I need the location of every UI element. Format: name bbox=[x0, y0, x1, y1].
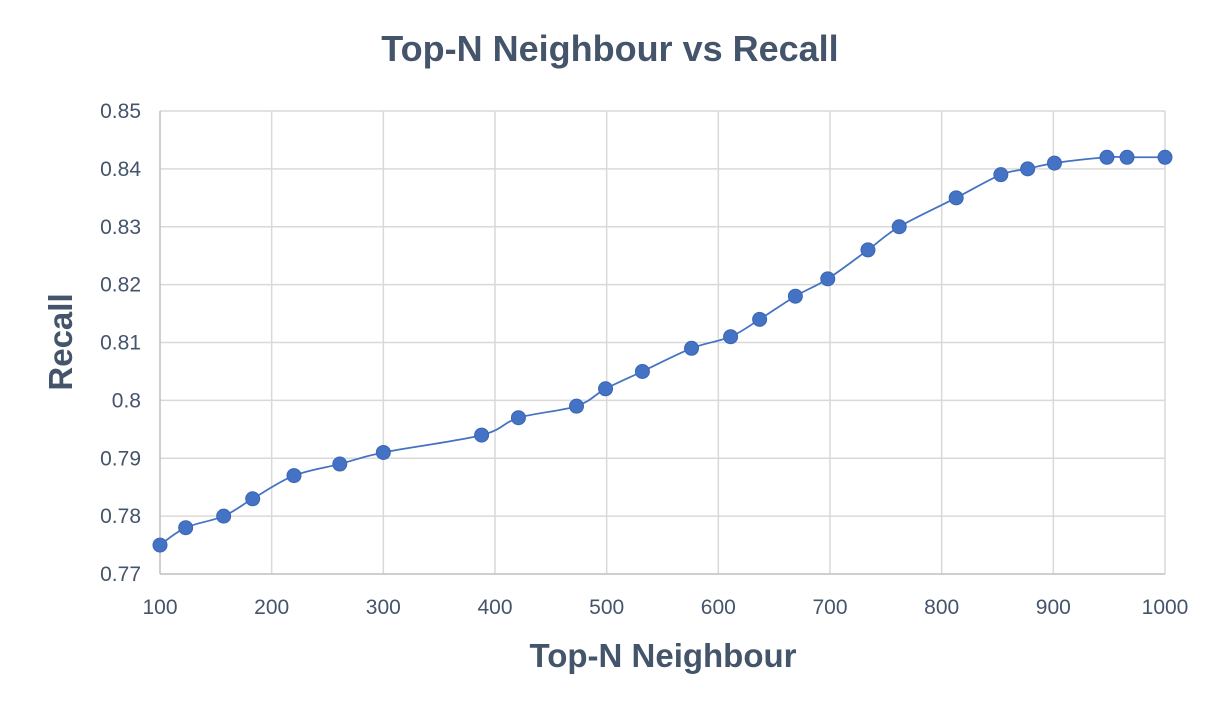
tick-labels: 0.77 0.78 0.79 0.8 0.81 0.82 0.83 0.84 0.85 100 20… bbox=[100, 100, 1188, 619]
chart-title: Top-N Neighbour vs Recall bbox=[381, 28, 838, 69]
data-point bbox=[891, 219, 907, 235]
x-tick-label: 1000 bbox=[1142, 596, 1189, 619]
x-tick-label: 100 bbox=[142, 596, 177, 619]
x-tick-label: 300 bbox=[366, 596, 401, 619]
x-tick-label: 400 bbox=[477, 596, 512, 619]
y-tick-label: 0.77 bbox=[100, 563, 141, 586]
x-tick-label: 500 bbox=[589, 596, 624, 619]
x-tick-label: 200 bbox=[254, 596, 289, 619]
y-tick-label: 0.82 bbox=[100, 274, 141, 297]
data-point bbox=[948, 190, 964, 206]
x-tick-label: 600 bbox=[701, 596, 736, 619]
data-point bbox=[787, 288, 803, 304]
x-axis-title: Top-N Neighbour bbox=[530, 637, 797, 674]
x-tick-label: 700 bbox=[812, 596, 847, 619]
data-point bbox=[178, 520, 194, 536]
data-point bbox=[1099, 149, 1115, 165]
data-point bbox=[1020, 161, 1036, 177]
data-point bbox=[569, 398, 585, 414]
y-tick-label: 0.8 bbox=[112, 389, 141, 412]
data-point bbox=[598, 381, 614, 397]
data-point bbox=[634, 363, 650, 379]
data-point bbox=[1119, 149, 1135, 165]
y-tick-label: 0.83 bbox=[100, 216, 141, 239]
y-tick-label: 0.79 bbox=[100, 447, 141, 470]
data-point bbox=[860, 242, 876, 258]
x-tick-label: 800 bbox=[924, 596, 959, 619]
gridlines bbox=[160, 110, 1166, 574]
data-point bbox=[684, 340, 700, 356]
data-point bbox=[510, 410, 526, 426]
data-point bbox=[216, 508, 232, 524]
data-point bbox=[1157, 149, 1173, 165]
data-point bbox=[245, 491, 261, 507]
data-point bbox=[723, 329, 739, 345]
x-tick-label: 900 bbox=[1036, 596, 1071, 619]
y-tick-label: 0.81 bbox=[100, 332, 141, 355]
y-axis-title: Recall bbox=[42, 293, 79, 390]
data-point bbox=[820, 271, 836, 287]
data-point bbox=[332, 456, 348, 472]
data-point bbox=[152, 537, 168, 553]
data-point bbox=[993, 167, 1009, 183]
data-point bbox=[474, 427, 490, 443]
y-tick-label: 0.85 bbox=[100, 100, 141, 123]
axes bbox=[159, 111, 1165, 575]
y-tick-label: 0.78 bbox=[100, 505, 141, 528]
y-tick-label: 0.84 bbox=[100, 158, 141, 181]
data-point bbox=[286, 468, 302, 484]
data-point bbox=[1046, 155, 1062, 171]
data-series bbox=[152, 149, 1173, 553]
data-point bbox=[752, 311, 768, 327]
series-line bbox=[159, 156, 1165, 546]
data-point bbox=[375, 444, 391, 460]
